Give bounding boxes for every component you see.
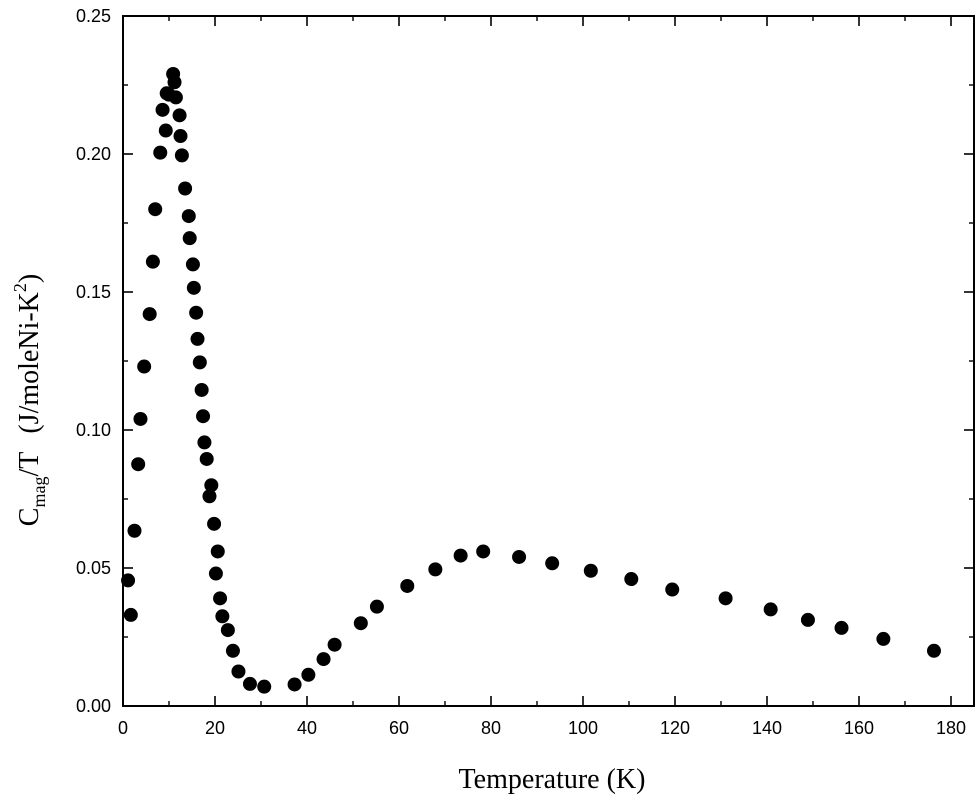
- x-tick-label: 0: [118, 718, 128, 738]
- x-tick-label: 60: [389, 718, 409, 738]
- data-point: [145, 254, 160, 269]
- data-point: [207, 516, 222, 531]
- y-tick-label: 0.15: [76, 282, 111, 302]
- data-point: [204, 478, 219, 493]
- data-point: [353, 616, 368, 631]
- labels-group: Temperature (K) Cmag/T (J/moleNi-K2): [10, 274, 645, 795]
- data-point: [242, 676, 257, 691]
- data-point: [186, 280, 201, 295]
- x-tick-label: 100: [568, 718, 598, 738]
- data-point: [926, 643, 941, 658]
- data-point: [127, 523, 142, 538]
- data-point: [155, 102, 170, 117]
- plot-frame-group: [122, 15, 975, 707]
- data-point: [208, 566, 223, 581]
- data-point: [202, 489, 217, 504]
- y-axis-title-subscript: mag: [29, 477, 49, 508]
- data-point: [476, 544, 491, 559]
- data-point: [624, 572, 639, 587]
- data-point: [763, 602, 778, 617]
- y-tick-label: 0.05: [76, 558, 111, 578]
- data-point: [400, 578, 415, 593]
- data-point: [131, 457, 146, 472]
- x-tick-label: 20: [205, 718, 225, 738]
- data-point: [181, 209, 196, 224]
- data-point: [194, 382, 209, 397]
- x-tick-label: 120: [660, 718, 690, 738]
- x-tick-label: 40: [297, 718, 317, 738]
- data-point: [718, 591, 733, 606]
- y-tick-label: 0.10: [76, 420, 111, 440]
- data-point: [220, 623, 235, 638]
- data-point: [167, 75, 182, 90]
- data-point: [182, 231, 197, 246]
- data-point: [173, 129, 188, 144]
- data-point: [210, 544, 225, 559]
- plot-frame: [122, 15, 975, 707]
- x-tick-label: 180: [936, 718, 966, 738]
- data-point: [142, 307, 157, 322]
- data-point: [327, 637, 342, 652]
- data-point: [215, 609, 230, 624]
- y-axis-title-unit-close: ): [14, 274, 45, 283]
- data-point: [834, 620, 849, 635]
- data-point: [153, 145, 168, 160]
- y-axis-title-superscript: 2: [10, 283, 30, 292]
- data-point: [190, 331, 205, 346]
- y-axis-title-after-subscript: /T: [14, 452, 45, 477]
- data-point: [185, 257, 200, 272]
- data-point: [178, 181, 193, 196]
- data-point: [225, 643, 240, 658]
- y-tick-label: 0.20: [76, 144, 111, 164]
- data-point: [316, 652, 331, 667]
- y-axis-title-gap: (J/moleNi-K: [14, 292, 45, 434]
- data-point: [192, 355, 207, 370]
- data-point: [123, 607, 138, 622]
- data-point: [133, 411, 148, 426]
- data-point: [199, 451, 214, 466]
- x-tick-label: 80: [481, 718, 501, 738]
- data-point: [174, 148, 189, 163]
- data-point: [231, 664, 246, 679]
- data-point: [287, 677, 302, 692]
- ticks-group: 0 20 40 60 80 100 120 140 160 180 0.00 0.05 0.10 0.15…: [76, 6, 974, 738]
- data-point: [428, 562, 443, 577]
- y-axis-title: Cmag/T (J/moleNi-K2): [10, 274, 49, 526]
- x-axis-title: Temperature (K): [459, 764, 646, 795]
- data-point: [213, 591, 228, 606]
- data-point: [665, 582, 680, 597]
- data-point: [257, 679, 272, 694]
- data-point: [583, 563, 598, 578]
- x-tick-label: 160: [844, 718, 874, 738]
- x-tick-label: 140: [752, 718, 782, 738]
- data-point: [158, 123, 173, 138]
- data-point: [172, 108, 187, 123]
- y-axis-title-main: C: [14, 508, 45, 527]
- data-point: [876, 631, 891, 646]
- data-point: [189, 305, 204, 320]
- data-point: [197, 435, 212, 450]
- y-tick-label: 0.25: [76, 6, 111, 26]
- data-point: [545, 556, 560, 571]
- data-point: [196, 409, 211, 424]
- data-point: [148, 202, 163, 217]
- data-point: [121, 573, 136, 588]
- data-point: [369, 599, 384, 614]
- data-point: [137, 359, 152, 374]
- data-point: [168, 90, 183, 105]
- y-tick-label: 0.00: [76, 696, 111, 716]
- data-point: [512, 549, 527, 564]
- data-point: [800, 612, 815, 627]
- data-point: [301, 667, 316, 682]
- data-point: [453, 548, 468, 563]
- data-points-group: [121, 66, 941, 694]
